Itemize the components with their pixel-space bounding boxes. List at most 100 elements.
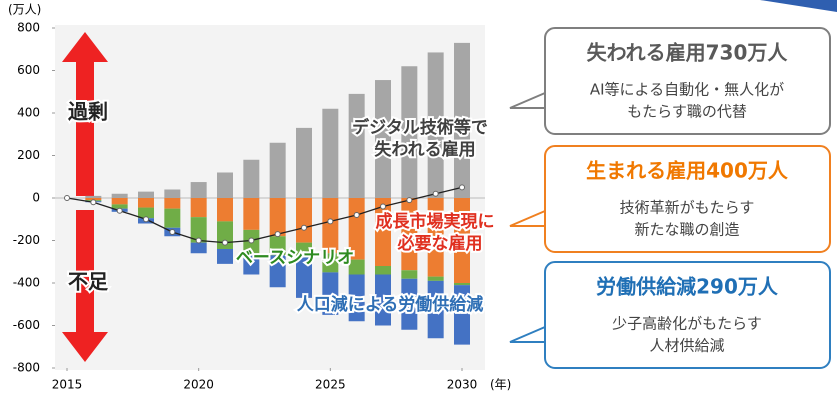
bar-segment — [454, 283, 470, 286]
line-marker — [353, 212, 360, 218]
y-tick-label: 400 — [17, 106, 40, 120]
bar-segment — [243, 159, 260, 198]
annotation: 必要な雇用 — [397, 233, 483, 254]
callout-title: 労働供給減290万人 — [596, 275, 779, 299]
bar-segment — [348, 274, 365, 322]
bar-segment — [322, 108, 339, 198]
bar-segment — [85, 198, 102, 201]
callout-text: 人材供給減 — [649, 337, 724, 355]
bar-segment — [111, 198, 128, 205]
bar-segment — [164, 198, 181, 209]
line-marker — [380, 203, 386, 210]
bar-segment — [375, 266, 391, 275]
corner-decoration — [760, 0, 837, 12]
x-tick-label: 2025 — [315, 378, 346, 392]
bar-segment — [322, 253, 339, 273]
bar-segment — [348, 259, 365, 275]
bar-segment — [427, 52, 444, 198]
bar-segment — [296, 242, 312, 258]
y-tick-label: -400 — [13, 276, 40, 290]
line-marker — [143, 216, 149, 223]
y-tick-label: 0 — [32, 191, 40, 205]
bar-segment — [269, 198, 286, 237]
bar-segment — [296, 198, 312, 243]
bar-segment — [111, 193, 128, 198]
callout-text: 少子高齢化がもたらす — [612, 315, 762, 333]
arrow-label: 過剰 — [68, 100, 108, 124]
line-marker — [90, 199, 97, 206]
bar-segment — [454, 42, 470, 198]
callout-text: AI等による自動化・無人化が — [590, 81, 784, 99]
callout-box — [544, 27, 831, 135]
bar-segment — [296, 127, 312, 198]
bar-segment — [138, 198, 154, 208]
x-unit: (年) — [490, 378, 511, 392]
annotation: 人口減による労働供給減 — [297, 294, 484, 315]
bar-segment — [138, 191, 154, 198]
bar-segment — [243, 253, 260, 275]
line-marker — [64, 195, 70, 201]
y-tick-label: -800 — [13, 361, 40, 375]
bar-segment — [454, 285, 470, 345]
bar-segment — [427, 276, 444, 281]
x-tick-label: 2020 — [183, 378, 214, 392]
bar-segment — [217, 172, 233, 198]
line-marker — [432, 190, 439, 197]
bar-segment — [322, 198, 339, 254]
bar-segment — [164, 208, 181, 228]
x-tick-label: 2015 — [52, 378, 83, 392]
bar-segment — [269, 142, 286, 198]
line-marker — [301, 224, 307, 231]
callout-title: 生まれる雇用400万人 — [586, 159, 789, 183]
line-marker — [406, 197, 413, 204]
arrow-down — [62, 210, 108, 362]
arrow-up — [62, 32, 108, 196]
bar-segment — [375, 198, 391, 266]
callout-pointer — [509, 209, 546, 227]
line-marker — [274, 231, 281, 238]
bar-segment — [217, 249, 233, 264]
bar-segment — [427, 198, 444, 277]
line-marker — [195, 237, 202, 244]
bar-segment — [269, 236, 286, 256]
bar-segment — [190, 242, 207, 254]
y-tick-label: -600 — [13, 318, 40, 332]
bar-segment — [348, 93, 365, 198]
line-marker — [327, 218, 334, 225]
bar-segment — [138, 207, 154, 219]
bar-segment — [85, 195, 102, 198]
y-tick-label: 600 — [17, 63, 40, 77]
bar-segment — [401, 270, 418, 279]
annotation: 成長市場実現に — [376, 211, 495, 232]
callout-pointer — [509, 91, 546, 109]
annotation: 失われる雇用 — [374, 139, 475, 160]
bar-segment — [269, 255, 286, 288]
line-marker — [222, 239, 228, 246]
bar-segment — [375, 80, 391, 198]
bar-segment — [427, 280, 444, 339]
annotation: デジタル技術等で — [352, 117, 488, 138]
line — [66, 186, 463, 244]
line-marker — [248, 237, 255, 244]
bar-segment — [375, 274, 391, 326]
bar-segment — [454, 198, 470, 283]
callout-box — [544, 261, 831, 369]
callout-pointer — [509, 325, 546, 343]
line-marker — [459, 184, 465, 191]
x-tick-label: 2030 — [447, 378, 478, 392]
bar-segment — [296, 257, 312, 298]
bar-segment — [111, 204, 128, 209]
bar-segment — [217, 198, 233, 222]
bar-segment — [401, 66, 418, 198]
bar-segment — [164, 189, 181, 198]
bar-segment — [190, 198, 207, 218]
y-tick-label: -200 — [13, 233, 40, 247]
bar-segment — [243, 198, 260, 230]
bar-segment — [322, 272, 339, 315]
y-tick-label: 200 — [17, 148, 40, 162]
line-marker — [169, 229, 176, 235]
bar-segment — [190, 217, 207, 243]
red-arrow — [62, 32, 108, 362]
bar-segment — [401, 278, 418, 330]
